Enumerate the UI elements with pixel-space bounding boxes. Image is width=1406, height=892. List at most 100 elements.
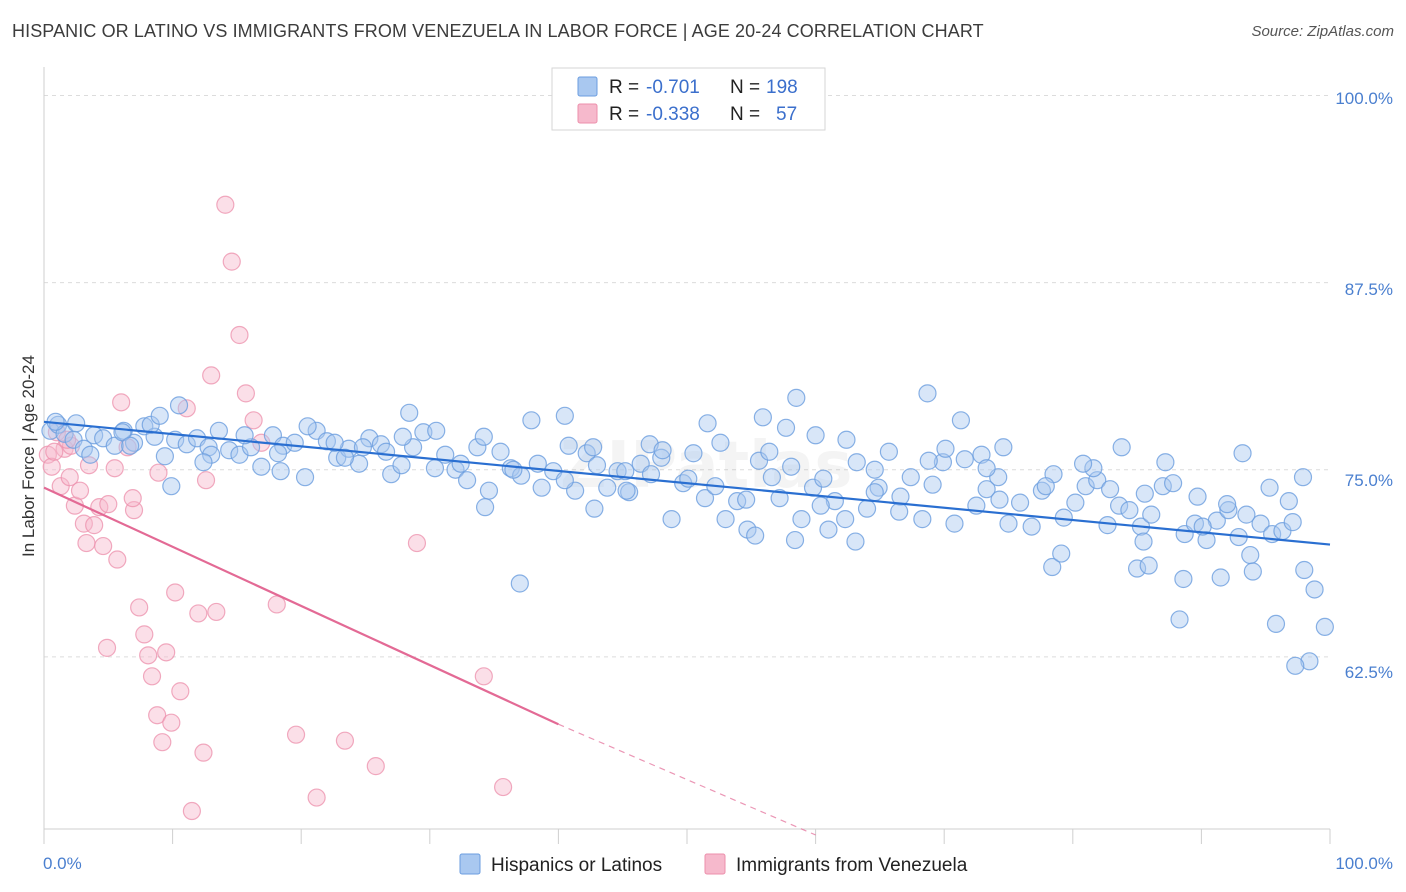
data-point-venezuela — [202, 366, 221, 385]
bottom-legend: Hispanics or Latinos Immigrants from Ven… — [459, 853, 968, 876]
data-point-hispanic — [1066, 493, 1085, 512]
data-point-venezuela — [149, 463, 168, 482]
data-point-hispanic — [847, 453, 866, 472]
data-point-venezuela — [267, 595, 286, 614]
data-point-venezuela — [157, 643, 176, 662]
data-point-hispanic — [806, 426, 825, 445]
data-point-venezuela — [196, 471, 216, 490]
data-point-hispanic — [994, 438, 1013, 457]
x-tick-label-max: 100.0% — [1335, 854, 1393, 873]
data-point-hispanic — [491, 442, 510, 461]
data-point-hispanic — [1010, 493, 1030, 512]
data-point-hispanic — [1315, 617, 1334, 637]
data-point-hispanic — [1153, 477, 1172, 496]
legend-n-label-2: N = — [730, 104, 760, 125]
legend-r-label-2: R = — [609, 104, 639, 125]
data-point-hispanic — [1170, 610, 1189, 629]
data-point-hispanic — [451, 454, 470, 473]
data-point-hispanic — [879, 442, 899, 461]
data-point-venezuela — [142, 667, 162, 686]
data-point-hispanic — [559, 436, 578, 455]
data-point-hispanic — [990, 490, 1009, 509]
data-point-hispanic — [335, 448, 355, 467]
bottom-legend-label-venezuela: Immigrants from Venezuela — [736, 855, 968, 876]
data-point-venezuela — [162, 713, 181, 732]
data-point-hispanic — [522, 411, 541, 430]
data-point-hispanic — [1197, 530, 1216, 550]
data-point-venezuela — [94, 536, 113, 556]
data-point-hispanic — [770, 489, 789, 508]
legend-r-value-1: -0.701 — [646, 77, 700, 98]
data-point-hispanic — [474, 427, 493, 446]
data-point-hispanic — [1286, 656, 1305, 675]
data-point-hispanic — [1188, 487, 1207, 506]
data-point-venezuela — [474, 667, 493, 686]
data-point-venezuela — [97, 638, 117, 657]
data-point-hispanic — [252, 457, 271, 476]
data-point-hispanic — [81, 445, 100, 464]
y-tick-label-100: 100.0% — [1335, 89, 1393, 108]
data-point-venezuela — [407, 533, 427, 553]
data-point-venezuela — [148, 706, 167, 725]
data-point-hispanic — [972, 445, 991, 464]
data-point-hispanic — [202, 445, 221, 464]
x-tick-label-min: 0.0% — [43, 854, 82, 873]
data-point-hispanic — [1293, 468, 1313, 487]
data-point-hispanic — [933, 453, 953, 472]
legend-r-label-1: R = — [609, 77, 639, 98]
data-point-hispanic — [865, 460, 884, 479]
data-point-venezuela — [112, 393, 131, 412]
data-point-hispanic — [271, 462, 290, 481]
legend-n-value-2: 57 — [776, 104, 797, 125]
trend-line-venezuela-extension — [558, 723, 816, 836]
data-point-hispanic — [901, 468, 920, 487]
data-point-hispanic — [749, 451, 769, 470]
data-point-hispanic — [587, 456, 607, 475]
data-point-hispanic — [1174, 569, 1193, 589]
data-point-hispanic — [1073, 454, 1093, 473]
data-point-venezuela — [189, 604, 208, 623]
data-point-hispanic — [220, 441, 239, 460]
data-point-venezuela — [123, 489, 142, 508]
data-point-hispanic — [1243, 562, 1262, 581]
data-point-hispanic — [1088, 471, 1107, 490]
data-point-hispanic — [585, 499, 604, 518]
watermark: ZIPatlas — [560, 429, 852, 503]
data-point-hispanic — [746, 526, 765, 545]
data-point-hispanic — [792, 510, 811, 529]
data-point-hispanic — [999, 514, 1018, 533]
data-point-hispanic — [1279, 492, 1298, 511]
data-point-hispanic — [1052, 544, 1071, 563]
data-point-hispanic — [919, 451, 938, 470]
data-point-hispanic — [1100, 480, 1120, 499]
data-point-hispanic — [787, 388, 806, 407]
data-point-hispanic — [268, 444, 288, 463]
data-point-hispanic — [1109, 496, 1129, 515]
data-point-hispanic — [1076, 477, 1095, 496]
data-point-venezuela — [45, 442, 64, 461]
data-point-hispanic — [584, 438, 603, 457]
data-point-hispanic — [782, 457, 801, 476]
data-point-hispanic — [923, 475, 942, 494]
data-point-hispanic — [1193, 517, 1212, 536]
data-point-venezuela — [222, 252, 241, 271]
data-point-hispanic — [1112, 438, 1131, 457]
data-point-hispanic — [1036, 477, 1055, 496]
data-point-hispanic — [1164, 474, 1183, 493]
data-point-hispanic — [1142, 505, 1161, 524]
data-point-venezuela — [230, 325, 249, 345]
data-point-hispanic — [857, 499, 877, 518]
data-point-venezuela — [42, 457, 61, 476]
data-point-venezuela — [171, 682, 190, 701]
data-point-hispanic — [951, 411, 971, 430]
data-point-venezuela — [108, 550, 127, 569]
data-point-hispanic — [1305, 580, 1324, 599]
data-point-hispanic — [393, 427, 412, 446]
data-point-hispanic — [936, 439, 955, 458]
data-point-hispanic — [1300, 652, 1319, 671]
data-point-hispanic — [555, 406, 574, 425]
data-point-hispanic — [837, 430, 856, 449]
data-point-hispanic — [616, 462, 635, 481]
data-point-venezuela — [130, 598, 149, 617]
